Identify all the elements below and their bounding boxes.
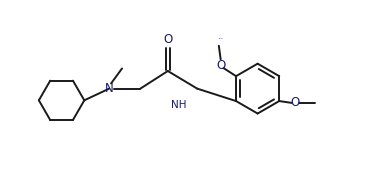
Text: O: O (163, 33, 173, 46)
Text: O: O (290, 96, 299, 109)
Text: N: N (105, 82, 114, 95)
Text: NH: NH (171, 100, 187, 110)
Text: methyl: methyl (219, 38, 224, 39)
Text: O: O (216, 59, 225, 72)
